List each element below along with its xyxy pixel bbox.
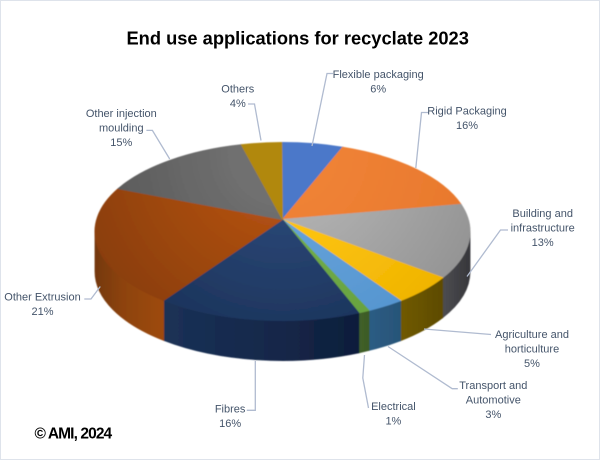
svg-text:4%: 4% bbox=[230, 98, 246, 110]
svg-text:Electrical: Electrical bbox=[371, 401, 416, 413]
svg-text:5%: 5% bbox=[524, 358, 540, 370]
svg-text:© AMI, 2024: © AMI, 2024 bbox=[35, 426, 113, 443]
svg-text:Fibres: Fibres bbox=[215, 404, 246, 416]
svg-text:16%: 16% bbox=[219, 418, 241, 430]
svg-text:21%: 21% bbox=[31, 306, 53, 318]
svg-text:15%: 15% bbox=[110, 137, 132, 149]
svg-text:6%: 6% bbox=[370, 84, 386, 96]
svg-text:Automotive: Automotive bbox=[466, 395, 521, 407]
svg-text:Transport and: Transport and bbox=[459, 380, 527, 392]
svg-text:1%: 1% bbox=[385, 416, 401, 428]
svg-text:Other Extrusion: Other Extrusion bbox=[4, 292, 80, 304]
svg-text:End use applications for recyc: End use applications for recyclate 2023 bbox=[126, 27, 468, 48]
svg-text:Flexible packaging: Flexible packaging bbox=[333, 69, 424, 81]
svg-text:moulding: moulding bbox=[99, 123, 144, 135]
svg-text:infrastructure: infrastructure bbox=[511, 223, 575, 235]
svg-text:Building and: Building and bbox=[512, 208, 573, 220]
svg-text:13%: 13% bbox=[532, 237, 554, 249]
svg-text:Others: Others bbox=[221, 83, 255, 95]
svg-text:horticulture: horticulture bbox=[505, 344, 559, 356]
svg-text:Agriculture and: Agriculture and bbox=[495, 329, 569, 341]
svg-text:3%: 3% bbox=[485, 409, 501, 421]
svg-text:Other injection: Other injection bbox=[86, 108, 157, 120]
svg-text:16%: 16% bbox=[456, 120, 478, 132]
svg-text:Rigid Packaging: Rigid Packaging bbox=[427, 106, 507, 118]
